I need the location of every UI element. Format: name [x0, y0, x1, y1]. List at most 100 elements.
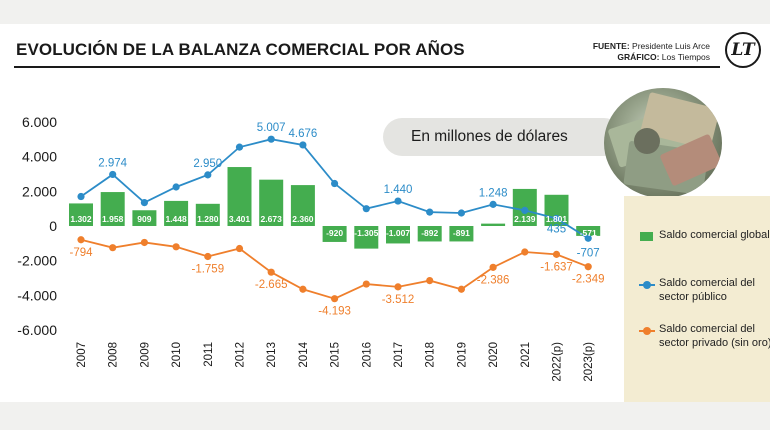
bar-label-2012: 3.401: [229, 214, 251, 224]
title-divider: [14, 66, 720, 68]
x-tick-label-2010: 2010: [171, 342, 183, 368]
x-tick-label-2016: 2016: [361, 342, 373, 368]
point-public-2013: [267, 135, 275, 143]
point-private-2014: [299, 285, 307, 293]
point-private-2019: [457, 285, 465, 293]
x-tick-label-2008: 2008: [108, 342, 120, 368]
bar-global-2016: [354, 226, 379, 249]
point-public-2018: [426, 208, 434, 216]
x-tick-label-2019: 2019: [456, 342, 468, 368]
y-tick-label-4: -2.000: [17, 253, 57, 269]
x-tick-label-2022(p): 2022(p): [552, 342, 564, 382]
bar-label-2021: 2.139: [514, 214, 536, 224]
point-public-2014: [299, 141, 307, 149]
x-tick-label-2009: 2009: [139, 342, 151, 368]
y-tick-label-5: -4.000: [17, 287, 57, 303]
legend-label-global: Saldo comercial global: [659, 229, 770, 241]
point-label-public-2022(p): 435: [547, 223, 566, 235]
los-tiempos-logo: LT: [725, 32, 761, 68]
legend-swatch-global: [640, 232, 653, 241]
point-public-2008: [109, 170, 117, 179]
bars-layer: [69, 167, 601, 249]
legend-label-private: Saldo comercial del sector privado (sin …: [659, 323, 770, 349]
graphic-value: Los Tiempos: [661, 52, 710, 62]
point-label-private-2013: -2.665: [255, 279, 288, 291]
x-tick-label-2017: 2017: [393, 342, 405, 368]
point-public-2009: [140, 199, 148, 207]
point-label-private-2011: -1.759: [191, 263, 224, 275]
point-private-2008: [109, 244, 117, 252]
bar-label-2019: -891: [453, 228, 470, 238]
bar-label-2011: 1.280: [197, 214, 219, 224]
x-tick-label-2013: 2013: [266, 342, 278, 368]
point-private-2007: [77, 236, 85, 244]
point-label-private-2023(p): -2.349: [572, 274, 605, 286]
point-label-public-2017: 1.440: [384, 184, 413, 196]
bar-label-2020: 137: [486, 214, 500, 224]
legend-panel: Saldo comercial global Saldo comercial d…: [624, 196, 770, 402]
bar-label-2017: -1.007: [386, 228, 410, 238]
lines-layer: [77, 135, 592, 303]
y-tick-label-6: -6.000: [17, 322, 57, 338]
point-public-2019: [457, 209, 465, 217]
bar-label-2014: 2.360: [292, 214, 314, 224]
point-public-2007: [77, 192, 85, 201]
bar-global-2017: [386, 226, 410, 244]
point-public-2011: [204, 171, 212, 179]
point-private-2018: [426, 277, 434, 285]
point-public-2021: [521, 206, 529, 214]
unit-note: En millones de dólares: [383, 118, 623, 156]
bar-label-2015: -920: [326, 228, 343, 238]
bar-label-2013: 2.673: [261, 214, 283, 224]
top-banner-strip: [0, 0, 770, 24]
point-public-2015: [331, 179, 339, 188]
x-tick-label-2021: 2021: [520, 342, 532, 368]
point-public-2012: [235, 143, 244, 151]
point-public-2020: [489, 200, 497, 208]
point-label-private-2022(p): -1.637: [540, 261, 573, 273]
bar-global-2009: [132, 210, 157, 226]
point-public-2016: [362, 205, 370, 213]
point-label-public-2008: 2.974: [98, 157, 127, 169]
point-private-2013: [267, 268, 275, 276]
credits-block: FUENTE: Presidente Luis Arce GRÁFICO: Lo…: [593, 41, 710, 63]
point-label-public-2014: 4.676: [289, 128, 318, 140]
point-private-2017: [394, 283, 402, 291]
bar-global-2014: [290, 185, 315, 226]
legend-label-public: Saldo comercial del sector público: [659, 277, 755, 303]
x-tick-label-2018: 2018: [425, 342, 437, 368]
x-tick-label-2012: 2012: [235, 342, 247, 368]
bar-global-2011: [195, 203, 220, 226]
bar-global-2020: [481, 223, 506, 226]
y-tick-label-0: 6.000: [22, 114, 57, 130]
point-private-2020: [489, 263, 497, 271]
bar-global-2015: [322, 226, 347, 242]
point-private-2015: [331, 295, 339, 303]
bar-label-2007: 1.302: [70, 214, 92, 224]
point-label-public-2023(p): -707: [577, 247, 600, 259]
bar-label-2008: 1.958: [102, 214, 124, 224]
bar-global-2010: [164, 200, 189, 226]
money-photo: [604, 88, 722, 198]
bar-global-2007: [69, 203, 93, 226]
bar-global-2013: [259, 179, 284, 226]
point-public-2010: [172, 183, 180, 191]
x-tick-label-2014: 2014: [298, 341, 310, 367]
x-tick-label-2020: 2020: [488, 342, 500, 368]
point-private-2009: [140, 238, 148, 247]
bar-label-2022(p): 1.801: [546, 214, 568, 224]
axis-layer: 6.000 4.000 2.000 0 -2.000 -4.000 -6.000 2007 20…: [17, 114, 595, 382]
x-tick-label-2007: 2007: [76, 342, 88, 368]
bar-global-2012: [227, 167, 252, 226]
bar-label-2023(p): -571: [580, 228, 597, 238]
point-private-2023(p): [584, 263, 592, 271]
bottom-banner-strip: [0, 402, 770, 430]
chart-title: EVOLUCIÓN DE LA BALANZA COMERCIAL POR AÑ…: [16, 40, 465, 59]
point-public-2017: [394, 197, 402, 205]
labels-layer: 1.302 1.958 909 1.448 1.280 3.401 2.673 2.360 -9…: [69, 122, 604, 317]
bar-label-2016: -1.305: [354, 228, 378, 238]
point-label-private-2007: -794: [69, 247, 93, 259]
y-tick-label-3: 0: [49, 218, 57, 234]
x-tick-label-2015: 2015: [330, 342, 342, 368]
graphic-label: GRÁFICO:: [617, 52, 660, 62]
